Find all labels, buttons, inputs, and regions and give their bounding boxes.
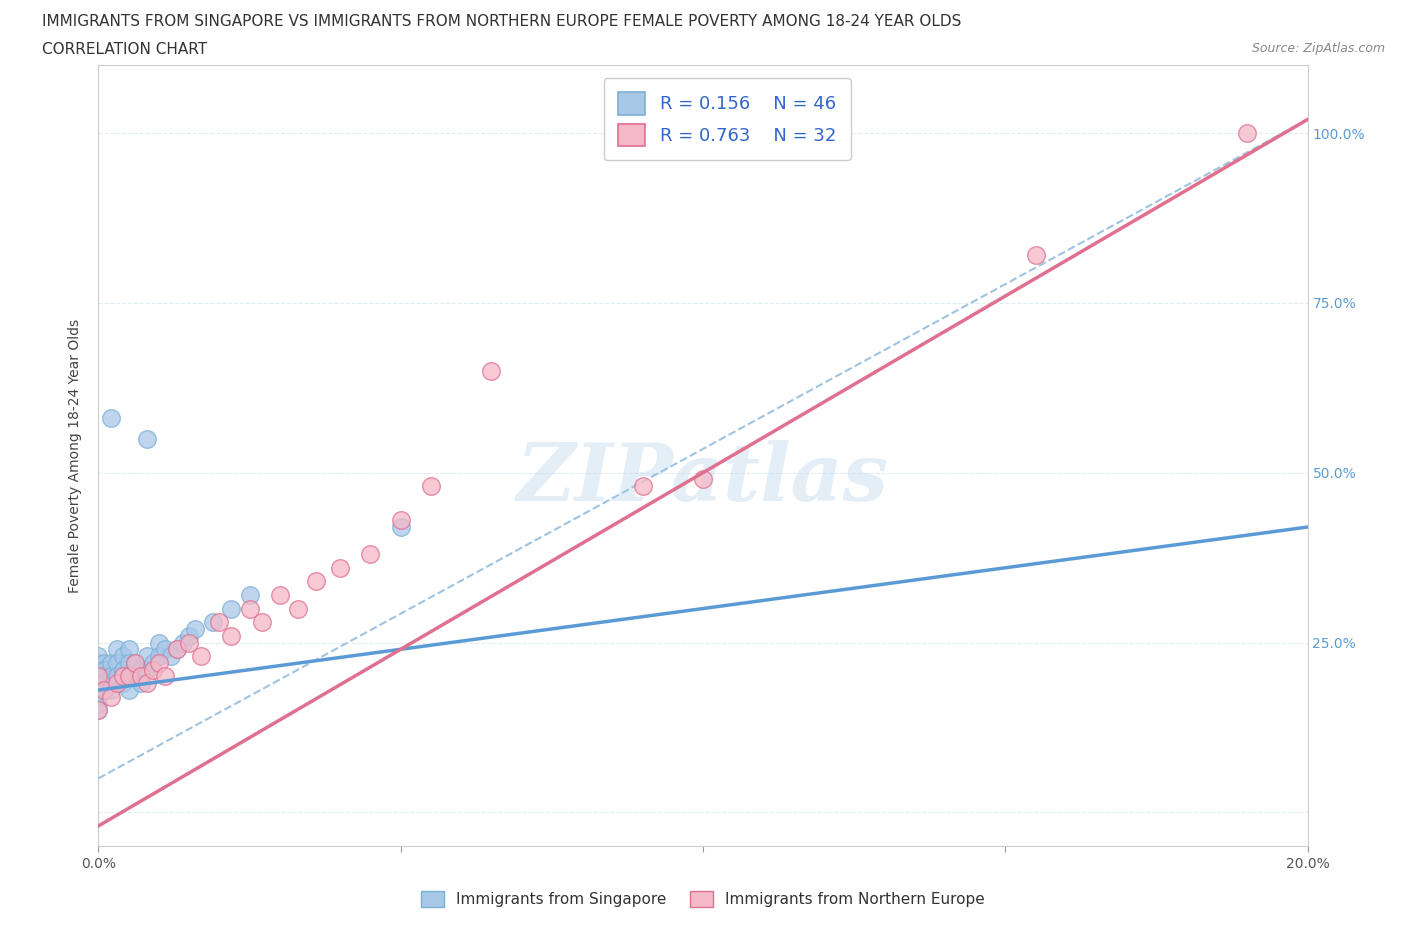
Point [239,588,262,603]
Point [93,662,115,677]
Point [190,648,212,663]
Point [148,648,170,663]
Point [87,703,110,718]
Point [100,411,122,426]
Point [202,615,225,630]
Point [105,642,128,657]
Point [153,642,176,657]
Point [360,547,382,562]
Point [481,364,503,379]
Point [305,574,328,589]
Point [105,669,128,684]
Point [153,669,176,684]
Point [129,662,152,677]
Point [124,656,146,671]
Point [135,648,157,663]
Point [135,676,157,691]
Point [111,669,134,684]
Point [118,656,141,671]
Point [118,642,141,657]
Point [118,683,141,698]
Point [100,669,122,684]
Point [111,662,134,677]
Point [179,629,201,644]
Point [1236,126,1258,140]
Point [172,635,194,650]
Point [111,676,134,691]
Point [179,635,201,650]
Point [93,669,115,684]
Point [221,601,243,616]
Point [100,656,122,671]
Point [87,648,110,663]
Point [87,669,110,684]
Point [100,689,122,704]
Text: Source: ZipAtlas.com: Source: ZipAtlas.com [1251,42,1385,55]
Legend: Immigrants from Singapore, Immigrants from Northern Europe: Immigrants from Singapore, Immigrants fr… [415,884,991,913]
Point [87,669,110,684]
Point [135,432,157,446]
Point [105,676,128,691]
Point [135,662,157,677]
Point [111,648,134,663]
Point [87,676,110,691]
Point [389,520,412,535]
Point [87,656,110,671]
Point [87,689,110,704]
Point [148,635,170,650]
Point [287,601,309,616]
Point [148,656,170,671]
Point [160,648,183,663]
Point [631,479,654,494]
Point [142,656,165,671]
Point [166,642,188,657]
Legend: R = 0.156    N = 46, R = 0.763    N = 32: R = 0.156 N = 46, R = 0.763 N = 32 [603,78,851,160]
Point [184,621,207,636]
Point [87,662,110,677]
Point [129,669,152,684]
Point [389,512,412,527]
Point [100,683,122,698]
Text: CORRELATION CHART: CORRELATION CHART [42,42,207,57]
Point [129,676,152,691]
Point [87,703,110,718]
Point [221,629,243,644]
Point [692,472,714,487]
Point [93,656,115,671]
Point [420,479,443,494]
Point [239,601,262,616]
Text: ZIPatlas: ZIPatlas [517,441,889,518]
Point [250,615,273,630]
Y-axis label: Female Poverty Among 18-24 Year Olds: Female Poverty Among 18-24 Year Olds [69,319,83,592]
Text: IMMIGRANTS FROM SINGAPORE VS IMMIGRANTS FROM NORTHERN EUROPE FEMALE POVERTY AMON: IMMIGRANTS FROM SINGAPORE VS IMMIGRANTS … [42,14,962,29]
Point [269,588,291,603]
Point [118,669,141,684]
Point [329,561,352,576]
Point [1024,248,1046,263]
Point [118,669,141,684]
Point [105,656,128,671]
Point [142,662,165,677]
Point [166,642,188,657]
Point [93,676,115,691]
Point [124,656,146,671]
Point [208,615,231,630]
Point [87,683,110,698]
Point [87,697,110,711]
Point [93,683,115,698]
